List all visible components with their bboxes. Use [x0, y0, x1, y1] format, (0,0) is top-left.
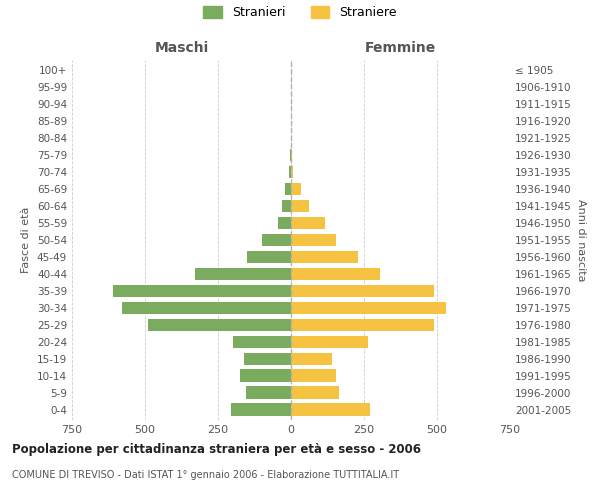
Y-axis label: Anni di nascita: Anni di nascita [575, 198, 586, 281]
Bar [290, 148, 291, 162]
Text: Popolazione per cittadinanza straniera per età e sesso - 2006: Popolazione per cittadinanza straniera p… [12, 442, 421, 456]
Bar [148, 318, 291, 332]
Bar [291, 268, 380, 280]
Bar [291, 336, 368, 348]
Bar [291, 148, 292, 162]
Bar [244, 352, 291, 365]
Bar [291, 182, 301, 196]
Bar [291, 404, 370, 416]
Bar [282, 200, 291, 212]
Bar [291, 318, 434, 332]
Bar [291, 250, 358, 264]
Bar [122, 302, 291, 314]
Bar [194, 268, 291, 280]
Bar [291, 166, 293, 178]
Bar [240, 370, 291, 382]
Bar [291, 386, 339, 399]
Legend: Stranieri, Straniere: Stranieri, Straniere [203, 6, 397, 19]
Bar [285, 182, 291, 196]
Bar [246, 386, 291, 399]
Bar [262, 234, 291, 246]
Bar [233, 336, 291, 348]
Bar [291, 302, 446, 314]
Bar [291, 200, 308, 212]
Bar [247, 250, 291, 264]
Bar [291, 370, 336, 382]
Bar [291, 216, 325, 230]
Bar [278, 216, 291, 230]
Bar [113, 284, 291, 298]
Bar [289, 166, 291, 178]
Bar [231, 404, 291, 416]
Bar [291, 234, 336, 246]
Text: COMUNE DI TREVISO - Dati ISTAT 1° gennaio 2006 - Elaborazione TUTTITALIA.IT: COMUNE DI TREVISO - Dati ISTAT 1° gennai… [12, 470, 399, 480]
Bar [291, 352, 332, 365]
Text: Femmine: Femmine [365, 41, 436, 55]
Text: Maschi: Maschi [154, 41, 209, 55]
Bar [291, 284, 434, 298]
Y-axis label: Fasce di età: Fasce di età [22, 207, 31, 273]
